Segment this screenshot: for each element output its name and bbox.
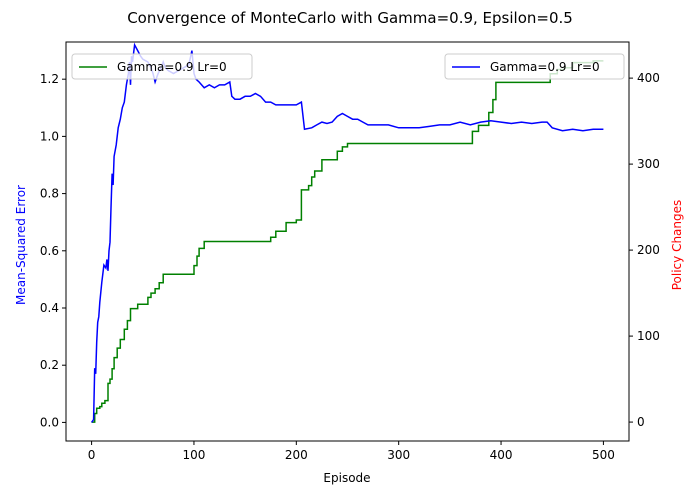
left-y-tick-label: 0.8 <box>40 187 59 201</box>
policy-changes-line <box>91 60 604 423</box>
chart-title: Convergence of MonteCarlo with Gamma=0.9… <box>127 9 573 27</box>
mse-series-group <box>90 42 604 423</box>
x-axis-label: Episode <box>323 471 370 485</box>
right-y-tick-label: 200 <box>637 243 660 257</box>
left-y-tick-label: 0.4 <box>40 301 59 315</box>
legend-right: Gamma=0.9 Lr=0 <box>444 53 625 80</box>
mse-line <box>90 42 604 423</box>
legend-right-label: Gamma=0.9 Lr=0 <box>490 60 600 74</box>
legend-left-label: Gamma=0.9 Lr=0 <box>117 60 227 74</box>
x-tick-label: 100 <box>183 448 206 462</box>
left-y-tick-label: 0.2 <box>40 358 59 372</box>
left-y-axis-ticks: 0.0 0.2 0.4 0.6 0.8 1.0 1.2 <box>40 72 66 429</box>
right-y-axis-label: Policy Changes <box>670 200 684 291</box>
x-tick-label: 0 <box>88 448 96 462</box>
plot-frame <box>65 41 630 442</box>
left-y-tick-label: 0.0 <box>40 415 59 429</box>
legend-right-box <box>444 53 625 80</box>
left-y-axis-label: Mean-Squared Error <box>14 185 28 305</box>
left-y-tick-label: 1.0 <box>40 129 59 143</box>
right-y-axis-ticks: 0 100 200 300 400 <box>629 71 660 429</box>
right-y-tick-label: 300 <box>637 157 660 171</box>
legend-left-box <box>71 53 253 80</box>
x-tick-label: 400 <box>490 448 513 462</box>
right-y-tick-label: 400 <box>637 71 660 85</box>
right-y-tick-label: 100 <box>637 329 660 343</box>
x-axis-ticks: 0 100 200 300 400 500 <box>88 441 615 462</box>
x-tick-label: 300 <box>387 448 410 462</box>
x-tick-label: 200 <box>285 448 308 462</box>
legend-left: Gamma=0.9 Lr=0 <box>71 53 253 80</box>
policy-changes-series-group <box>91 60 604 423</box>
x-tick-label: 500 <box>592 448 615 462</box>
right-y-tick-label: 0 <box>637 415 645 429</box>
left-y-tick-label: 0.6 <box>40 244 59 258</box>
left-y-tick-label: 1.2 <box>40 72 59 86</box>
